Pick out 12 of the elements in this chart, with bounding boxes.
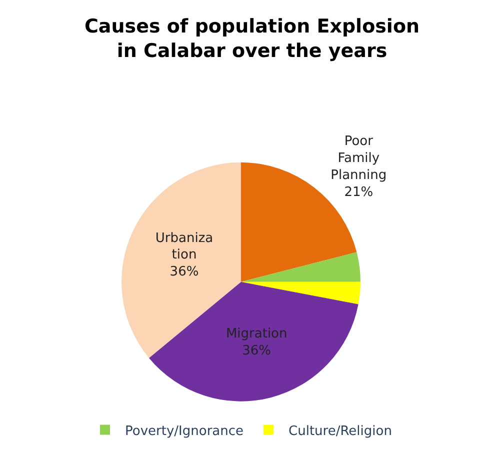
legend-label: Culture/Religion — [288, 424, 392, 439]
chart-title: Causes of population Explosion in Calabar over the years — [84, 15, 420, 62]
slice-label: Migration — [226, 326, 288, 342]
data-label: 36% — [242, 344, 272, 359]
data-label: 21% — [344, 184, 374, 200]
data-label: 36% — [170, 264, 199, 280]
legend-label: Poverty/Ignorance — [125, 424, 244, 439]
slice-label: Urbanization — [155, 230, 214, 263]
pie-slice — [241, 282, 360, 304]
pie-slice — [241, 252, 360, 282]
slice-label: Poor Family Planning — [330, 134, 387, 183]
pie-slice — [148, 282, 358, 402]
